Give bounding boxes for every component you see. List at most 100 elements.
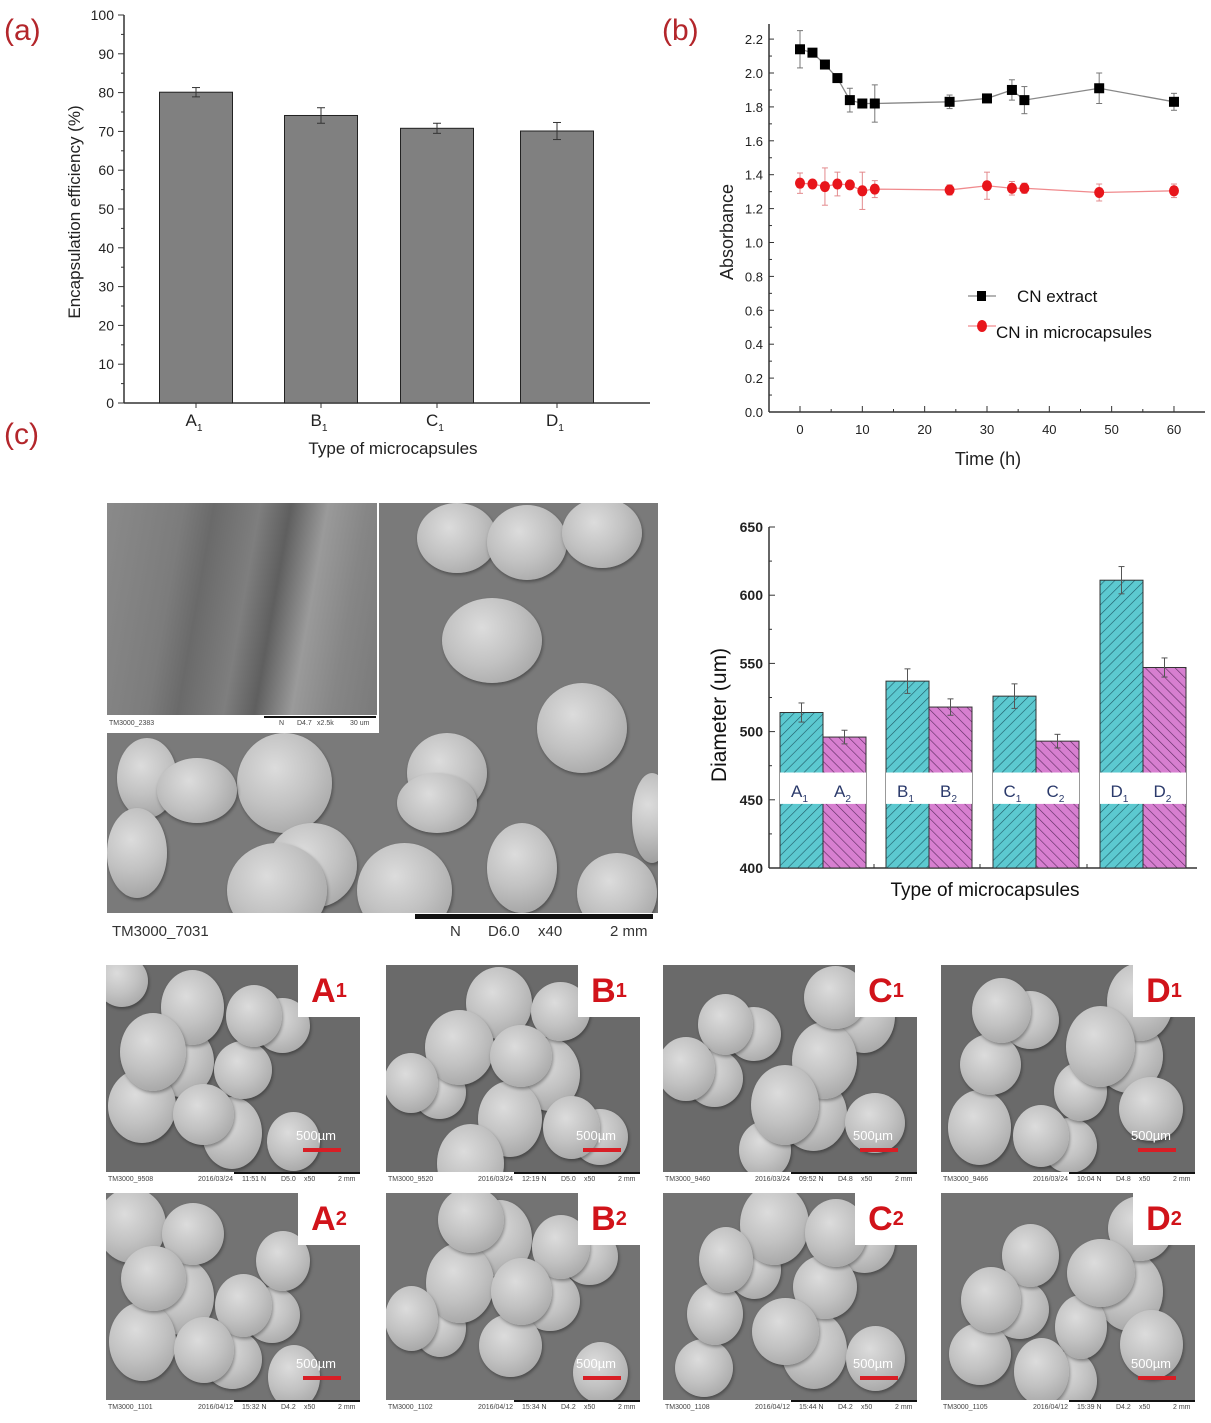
tick-label: A2 — [834, 782, 851, 805]
data-point — [857, 98, 868, 109]
main-meta-scale: 2 mm — [610, 923, 648, 940]
encapsulation-efficiency-chart: 0 10 20 30 40 50 60 70 80 90 100 A1 B1 C1 D1 Type of mi… — [65, 7, 650, 458]
y-tick-label: 500 — [740, 724, 764, 740]
microcapsule — [537, 683, 627, 773]
sample-tag-sub: 1 — [335, 979, 347, 1002]
image-detector: D4.2 — [281, 1404, 296, 1411]
data-point — [1168, 96, 1179, 107]
tick-label: A1 — [185, 411, 202, 434]
bar-C2 — [1035, 740, 1080, 869]
image-scale: 2 mm — [1173, 1176, 1191, 1183]
data-point — [795, 44, 805, 55]
microcapsule — [1013, 1105, 1069, 1167]
x-tick-label: 10 — [855, 422, 869, 437]
image-id: TM3000_9520 — [388, 1176, 434, 1183]
data-point — [807, 47, 818, 58]
y-tick-label: 0 — [106, 395, 114, 411]
y-tick-label: 1.4 — [745, 168, 763, 183]
y-tick-label: 50 — [98, 201, 114, 217]
microcapsule — [1067, 1239, 1135, 1307]
scale-bar — [583, 1376, 621, 1380]
image-id: TM3000_9466 — [943, 1176, 989, 1183]
data-point — [1094, 186, 1105, 198]
microcapsule — [121, 1246, 186, 1311]
tick-label: C1 — [1004, 782, 1022, 805]
x-tick-label: 20 — [917, 422, 931, 437]
image-time: 15:44 N — [799, 1404, 824, 1411]
y-tick-label: 1.0 — [745, 236, 763, 251]
tick-label: D2 — [1154, 782, 1172, 805]
microcapsule — [426, 1243, 494, 1323]
microcapsule — [490, 1025, 552, 1087]
sample-tag-sub: 1 — [892, 979, 904, 1002]
meta-scale-line — [791, 1172, 917, 1174]
data-point — [1019, 95, 1030, 106]
microcapsule — [442, 598, 542, 683]
data-point — [1168, 185, 1179, 197]
data-point — [819, 181, 830, 193]
image-mag: x50 — [304, 1404, 316, 1411]
microcapsule — [1120, 1310, 1183, 1379]
scale-bar-label: 500µm — [296, 1356, 337, 1371]
y-tick-label: 0.4 — [745, 337, 763, 352]
data-point — [832, 73, 843, 84]
microcapsule — [663, 1037, 715, 1101]
image-mag: x50 — [1139, 1404, 1151, 1411]
data-point — [844, 95, 855, 106]
microcapsule — [751, 1065, 819, 1145]
sem-photo — [386, 1193, 640, 1400]
microcapsule — [972, 978, 1031, 1043]
inset-meta-scale: 30 um — [350, 720, 370, 727]
microcapsule — [173, 1084, 234, 1145]
scale-bar-label: 500µm — [1131, 1128, 1172, 1143]
y-tick-label: 0.8 — [745, 269, 763, 284]
microcapsule — [438, 1193, 504, 1253]
y-tick-label: 1.2 — [745, 202, 763, 217]
scale-bar — [1138, 1376, 1176, 1380]
x-axis-title: Time (h) — [955, 449, 1021, 469]
data-point — [1006, 182, 1017, 194]
microcapsule — [687, 1283, 743, 1345]
microcapsule — [577, 853, 657, 913]
image-id: TM3000_1108 — [665, 1404, 710, 1411]
y-tick-label: 20 — [98, 317, 114, 333]
microcapsule — [174, 1317, 234, 1383]
image-time: 15:39 N — [1077, 1404, 1102, 1411]
y-tick-label: 1.8 — [745, 100, 763, 115]
legend: CN extract CN in microcapsules — [968, 287, 1152, 342]
microcapsule — [699, 1227, 753, 1293]
y-tick-label: 70 — [98, 123, 114, 139]
legend-label: CN extract — [1017, 287, 1098, 306]
y-tick-label: 60 — [98, 162, 114, 178]
image-date: 2016/03/24 — [478, 1176, 514, 1183]
y-tick-label: 600 — [740, 587, 764, 603]
microcapsule — [1014, 1338, 1069, 1400]
sample-tag-sub: 1 — [1170, 979, 1182, 1002]
panel-label-b: (b) — [662, 14, 699, 47]
image-scale: 2 mm — [618, 1176, 636, 1183]
bar-A1 — [159, 91, 233, 404]
data-point — [1006, 84, 1017, 95]
image-time: 09:52 N — [799, 1176, 824, 1183]
microcapsule — [846, 1326, 905, 1391]
microcapsule — [675, 1339, 733, 1397]
x-axis-title: Type of microcapsules — [308, 439, 477, 458]
microcapsule — [226, 985, 282, 1047]
meta-scale-line — [234, 1400, 360, 1402]
image-mag: x50 — [1139, 1176, 1151, 1183]
microcapsule — [1066, 1006, 1135, 1087]
x-tick-label: 0 — [796, 422, 803, 437]
microcapsule — [107, 808, 167, 898]
microcapsule — [386, 1286, 438, 1351]
image-scale: 2 mm — [895, 1404, 913, 1411]
sample-tag-sub: 2 — [1170, 1207, 1182, 1230]
microcapsule — [573, 1342, 628, 1400]
microcapsule — [120, 1013, 186, 1091]
